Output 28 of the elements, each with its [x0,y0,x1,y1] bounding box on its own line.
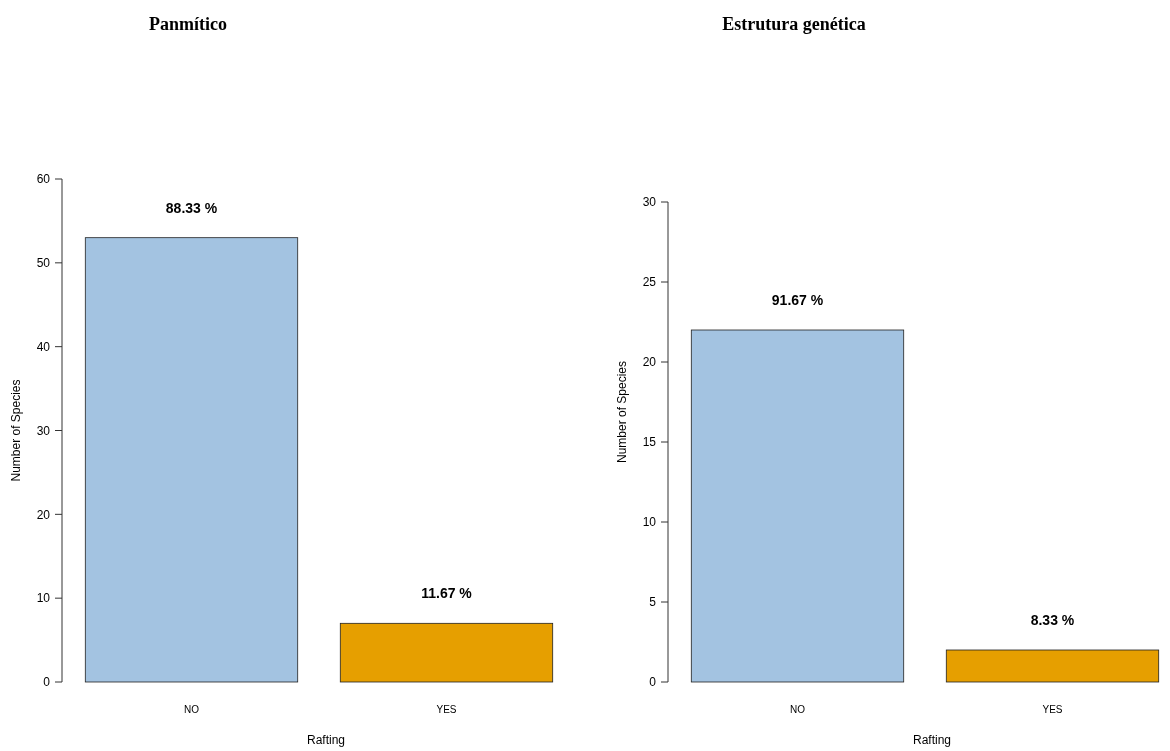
annotation: 91.67 % [771,292,824,308]
y-tick-label: 50 [36,256,51,271]
y-tick-label: 5 [649,595,657,610]
annotation: 8.33 % [1030,612,1075,628]
y-tick-label: 20 [642,355,657,370]
y-tick-label: 60 [36,172,51,187]
y-tick-label: 10 [642,515,657,530]
y-tick-label: 40 [36,339,51,354]
y-axis-title: Number of Species [615,360,629,464]
chart-title: Estrutura genética [722,14,866,34]
y-tick-label: 0 [649,675,657,690]
y-tick-label: 25 [642,275,657,290]
y-tick-label: 20 [36,507,51,522]
x-tick-label: YES [436,704,457,715]
x-axis-title: Rafting [912,733,952,747]
x-tick-label: NO [184,704,200,715]
annotation: 11.67 % [421,585,473,602]
x-axis-title: Rafting [306,733,346,747]
y-tick-label: 30 [36,423,51,438]
x-tick-label: NO [790,704,806,715]
y-tick-label: 15 [642,435,657,450]
x-tick-label: YES [1042,704,1063,715]
y-tick-label: 30 [642,195,657,210]
y-axis-title: Number of Species [9,379,23,482]
chart-title: Panmítico [149,14,227,34]
y-tick-label: 0 [43,675,51,690]
y-tick-label: 10 [36,591,51,606]
annotation: 88.33 % [165,199,218,216]
